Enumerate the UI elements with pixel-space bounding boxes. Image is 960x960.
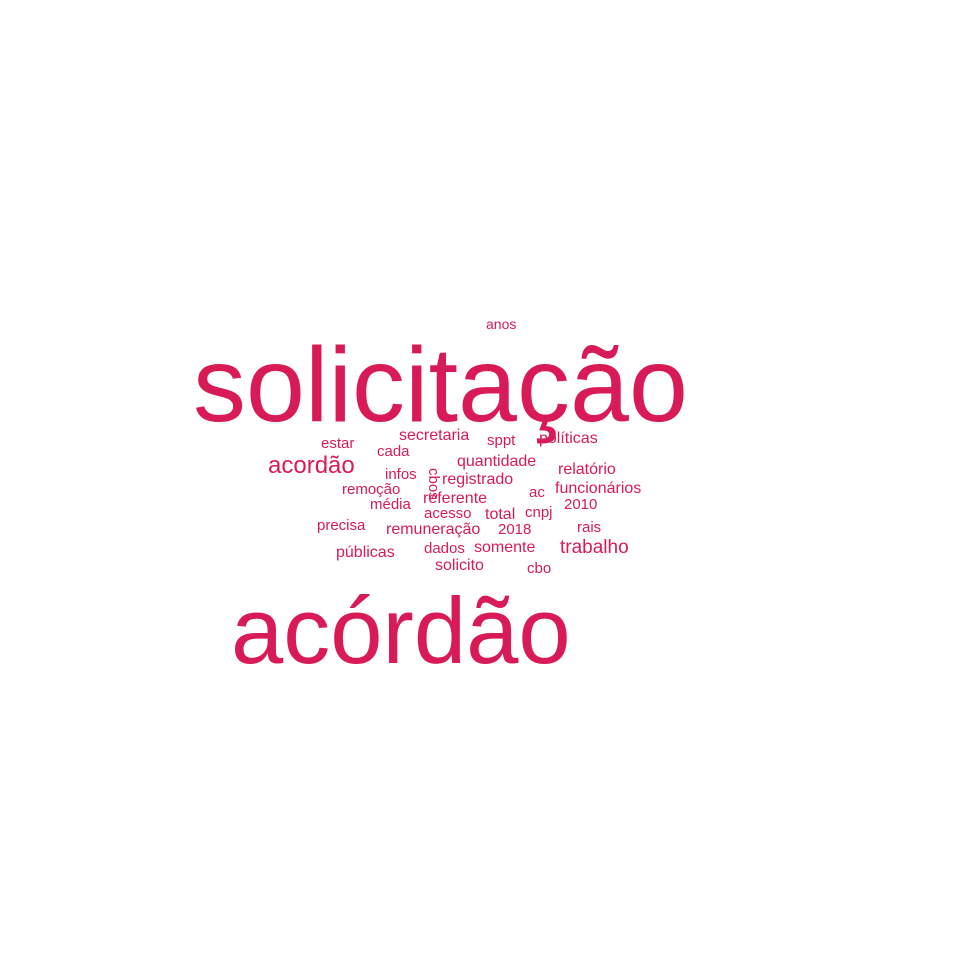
word-media: média — [370, 496, 411, 513]
word-cnpj: cnpj — [525, 504, 553, 521]
word-total: total — [485, 506, 516, 523]
word-cbo: cbo — [527, 560, 552, 577]
word-trabalho: trabalho — [560, 537, 629, 558]
word-sppt: sppt — [487, 432, 516, 449]
word-anos: anos — [486, 316, 517, 332]
word-remuneracao: remuneração — [386, 521, 481, 538]
word-precisa: precisa — [317, 517, 366, 534]
word-cada: cada — [377, 443, 410, 460]
word-infos: infos — [385, 466, 417, 483]
word-publicas: públicas — [336, 544, 395, 561]
word-dados: dados — [424, 540, 465, 557]
word-funcionarios: funcionários — [555, 480, 642, 497]
word-acordao-accented: acórdão — [231, 578, 571, 683]
word-rais: rais — [577, 519, 602, 536]
word-solicitacao: solicitação — [193, 326, 688, 444]
word-estar: estar — [321, 435, 355, 452]
word-2010: 2010 — [564, 496, 598, 513]
word-secretaria: secretaria — [399, 427, 470, 444]
word-2018: 2018 — [498, 521, 532, 538]
word-solicito: solicito — [435, 557, 484, 574]
word-quantidade: quantidade — [457, 453, 537, 470]
word-relatorio: relatório — [558, 461, 616, 478]
word-politicas: políticas — [539, 430, 598, 447]
word-acordao: acordão — [268, 452, 355, 479]
word-remocao: remoção — [342, 481, 401, 498]
word-registrado: registrado — [442, 471, 514, 488]
word-ac: ac — [529, 484, 545, 501]
word-acesso: acesso — [424, 505, 472, 522]
word-somente: somente — [474, 539, 536, 556]
word-referente: referente — [423, 490, 488, 507]
